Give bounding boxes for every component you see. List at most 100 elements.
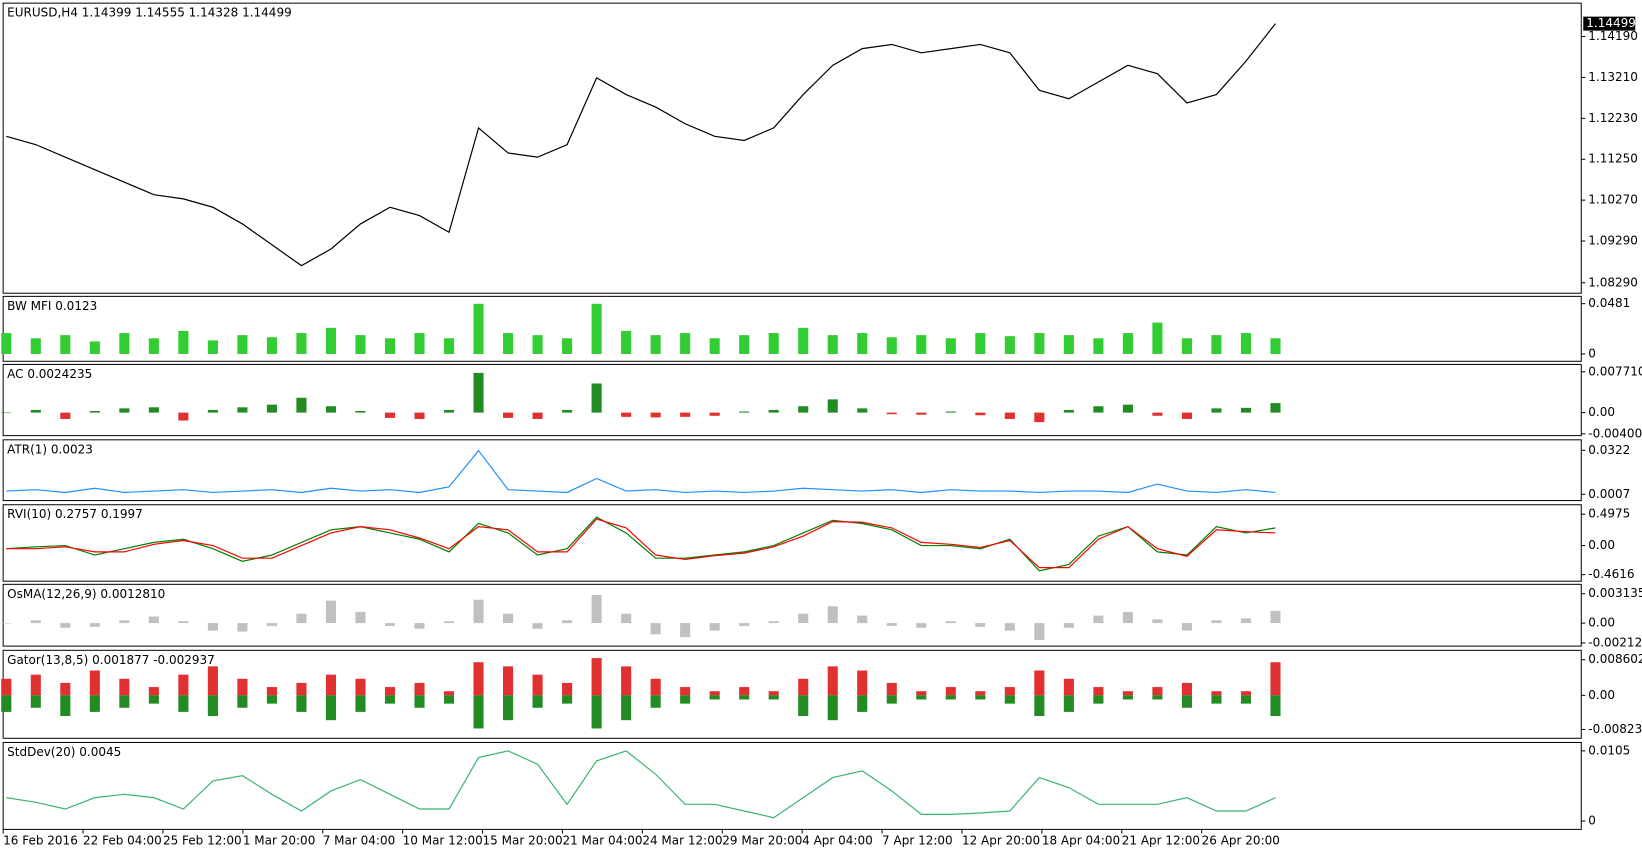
bar <box>1034 623 1045 640</box>
bar <box>384 338 396 354</box>
bar <box>1270 338 1281 354</box>
y-tick-label: 1.12230 <box>1588 111 1638 125</box>
y-tick-label: -0.002121 <box>1588 635 1642 649</box>
bar <box>237 335 248 354</box>
bar <box>1270 662 1281 696</box>
bar <box>119 333 130 354</box>
panel <box>2 295 1582 362</box>
bar <box>148 616 159 624</box>
bar <box>1093 406 1104 413</box>
bar <box>355 678 366 696</box>
bar <box>473 662 484 696</box>
bar <box>739 411 750 413</box>
bar <box>591 658 602 696</box>
bar <box>680 333 691 354</box>
bar <box>650 335 661 354</box>
bar <box>237 678 248 696</box>
x-tick-label: 7 Apr 12:00 <box>882 833 953 847</box>
bar <box>296 333 307 354</box>
x-tick-label: 21 Apr 12:00 <box>1122 833 1200 847</box>
bar <box>473 372 484 413</box>
y-tick-label: 0.008602 <box>1588 652 1642 666</box>
bar <box>1093 338 1104 354</box>
bar <box>1004 412 1015 419</box>
panel-title: ATR(1) 0.0023 <box>7 442 93 456</box>
bar <box>945 695 956 700</box>
y-tick-label: 1.10270 <box>1588 193 1638 207</box>
bar <box>621 666 632 696</box>
bar <box>1240 407 1252 413</box>
bar <box>296 397 307 413</box>
bar <box>178 330 189 354</box>
bar <box>768 695 779 700</box>
bar <box>414 695 425 708</box>
bar <box>945 338 956 354</box>
bar <box>60 682 71 696</box>
bar <box>1063 695 1074 712</box>
y-tick-label: 0.007710 <box>1588 364 1642 378</box>
bar <box>1211 408 1222 413</box>
bar <box>827 695 838 721</box>
panel-title: BW MFI 0.0123 <box>7 299 97 313</box>
bar <box>739 687 750 696</box>
bar <box>886 337 897 354</box>
x-tick-label: 26 Apr 20:00 <box>1202 833 1280 847</box>
bar <box>1211 335 1222 354</box>
bar <box>1063 678 1074 696</box>
bar <box>1034 695 1045 717</box>
bar <box>503 333 514 354</box>
bar <box>916 623 927 628</box>
bar <box>443 338 455 354</box>
bar <box>1211 620 1222 624</box>
bar <box>178 621 189 624</box>
bar <box>266 687 277 696</box>
bar <box>443 409 455 413</box>
bar <box>621 613 632 624</box>
bar <box>532 695 543 708</box>
bar <box>1063 623 1074 628</box>
series-line <box>6 516 1276 572</box>
bar <box>30 409 41 413</box>
bar <box>384 695 396 704</box>
bar <box>945 687 956 696</box>
bar <box>266 404 277 413</box>
bar <box>857 695 868 712</box>
bar <box>60 335 71 354</box>
bar <box>916 412 927 415</box>
panel <box>2 741 1582 830</box>
bar <box>1181 695 1192 708</box>
bar <box>178 412 189 421</box>
bar <box>89 623 100 627</box>
bar <box>591 303 602 354</box>
bar <box>503 695 514 721</box>
bar <box>503 666 514 696</box>
bar <box>1270 695 1281 717</box>
y-tick-label: 0.00 <box>1588 616 1615 630</box>
bar <box>60 412 71 419</box>
bar <box>709 338 720 354</box>
bar <box>562 695 573 704</box>
bar <box>709 691 720 696</box>
bar <box>414 412 425 419</box>
panel-title: StdDev(20) 0.0045 <box>7 745 121 759</box>
y-tick-label: 0.4975 <box>1588 507 1630 521</box>
bar <box>562 620 573 624</box>
series-line <box>6 518 1276 569</box>
bar <box>1181 682 1192 696</box>
bar <box>680 687 691 696</box>
bar <box>1181 338 1192 354</box>
bar <box>119 620 130 624</box>
bar <box>30 338 41 354</box>
bar <box>768 409 779 413</box>
bar <box>1004 336 1015 354</box>
bar <box>945 621 956 624</box>
bar <box>207 666 218 696</box>
bar <box>827 666 838 696</box>
bar <box>680 623 691 638</box>
bar <box>1122 695 1133 700</box>
panel-title: AC 0.0024235 <box>7 367 92 381</box>
y-tick-label: 0.0105 <box>1588 743 1630 757</box>
bar <box>119 408 130 413</box>
panel <box>2 2 1582 294</box>
panel-title: OsMA(12,26,9) 0.0012810 <box>7 587 165 601</box>
